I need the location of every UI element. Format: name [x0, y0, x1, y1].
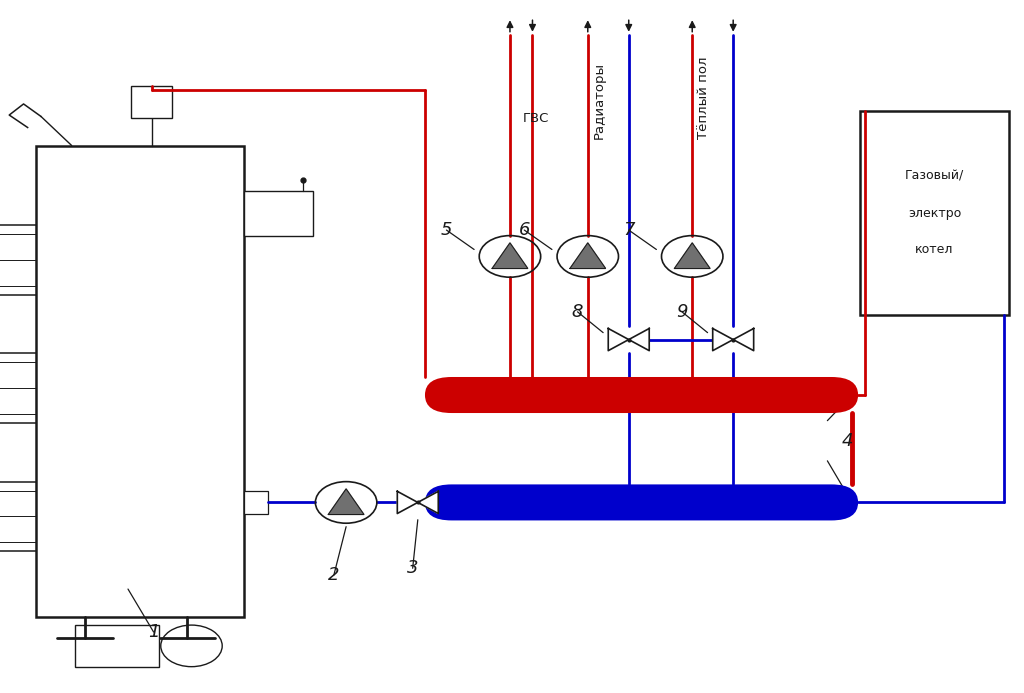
Text: Тёплый пол: Тёплый пол — [697, 56, 711, 139]
FancyBboxPatch shape — [75, 625, 159, 667]
Polygon shape — [713, 328, 733, 351]
FancyBboxPatch shape — [244, 191, 313, 236]
FancyBboxPatch shape — [0, 482, 36, 551]
FancyBboxPatch shape — [0, 225, 36, 295]
FancyBboxPatch shape — [36, 146, 244, 617]
Text: Газовый/: Газовый/ — [905, 170, 964, 183]
FancyBboxPatch shape — [860, 111, 1009, 315]
Polygon shape — [608, 328, 629, 351]
Polygon shape — [733, 328, 754, 351]
Text: 2: 2 — [328, 566, 340, 584]
FancyBboxPatch shape — [0, 353, 36, 423]
Text: 9: 9 — [676, 303, 688, 321]
Text: 8: 8 — [571, 303, 584, 321]
Polygon shape — [675, 243, 710, 268]
Text: 6: 6 — [518, 221, 530, 239]
Text: 5: 5 — [440, 221, 453, 239]
Text: ГВС: ГВС — [522, 112, 549, 125]
Polygon shape — [418, 491, 438, 514]
Text: 3: 3 — [407, 559, 419, 577]
FancyBboxPatch shape — [425, 484, 858, 520]
Polygon shape — [329, 489, 364, 514]
FancyBboxPatch shape — [244, 491, 268, 514]
Text: электро: электро — [907, 207, 962, 220]
FancyBboxPatch shape — [425, 377, 858, 413]
Text: 7: 7 — [623, 221, 635, 239]
FancyBboxPatch shape — [131, 86, 172, 118]
Text: Радиаторы: Радиаторы — [593, 62, 606, 139]
Text: 4: 4 — [842, 432, 853, 450]
Text: котел: котел — [915, 243, 953, 256]
Polygon shape — [570, 243, 605, 268]
Polygon shape — [397, 491, 418, 514]
Polygon shape — [493, 243, 527, 268]
Text: 1: 1 — [147, 623, 160, 641]
Polygon shape — [629, 328, 649, 351]
